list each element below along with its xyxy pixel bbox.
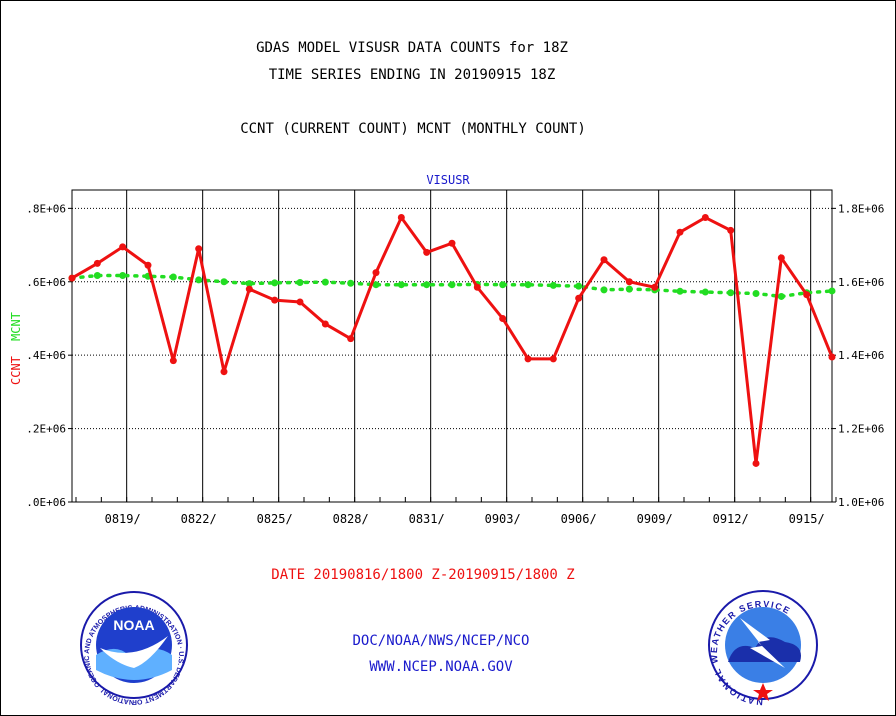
data-point-mcnt [119,272,127,280]
data-point-mcnt [701,288,709,296]
data-point-ccnt [600,256,608,264]
chart-subtitle: CCNT (CURRENT COUNT) MCNT (MONTHLY COUNT… [240,121,586,137]
y-tick-label-right: 1.2E+06 [838,423,884,436]
date-range: DATE 20190816/1800 Z-20190915/1800 Z [271,567,574,583]
data-point-ccnt [499,314,507,322]
data-point-mcnt [448,281,456,289]
data-point-mcnt [727,289,735,297]
y-tick-label-left: .4E+06 [26,349,66,362]
data-point-ccnt [144,261,152,269]
data-point-mcnt [575,282,583,290]
data-point-ccnt [575,294,583,302]
data-point-ccnt [220,368,228,376]
data-point-ccnt [828,353,836,361]
data-point-mcnt [220,278,228,286]
x-tick-label: 0822/ [181,512,217,526]
org-line: DOC/NOAA/NWS/NCEP/NCO [352,633,529,649]
series-line-ccnt [70,214,834,464]
y-tick-label-right: 1.6E+06 [838,276,884,289]
data-point-ccnt [727,226,735,234]
data-point-mcnt [372,281,380,289]
y-tick-label-left: .6E+06 [26,276,66,289]
data-point-mcnt [600,286,608,294]
data-point-ccnt [549,355,557,363]
data-point-ccnt [676,228,684,236]
data-point-ccnt [803,291,811,299]
data-point-mcnt [321,278,329,286]
data-point-ccnt [245,285,253,293]
data-point-ccnt [169,357,177,365]
data-point-ccnt [296,298,304,306]
series-ccnt [68,214,836,467]
y-axis-label-mcnt: MCNT [9,312,23,341]
data-point-ccnt [701,214,709,222]
chart-title-line1: GDAS MODEL VISUSR DATA COUNTS for 18Z [256,40,568,56]
data-point-ccnt [195,245,203,253]
data-point-mcnt [397,281,405,289]
plot-title: VISUSR [426,173,470,187]
data-point-mcnt [524,281,532,289]
chart-title-line2: TIME SERIES ENDING IN 20190915 18Z [269,67,556,83]
plot-border [71,189,833,503]
data-point-mcnt [296,278,304,286]
x-tick-label: 0831/ [409,512,445,526]
data-point-ccnt [347,335,355,343]
y-tick-label-left: .8E+06 [26,202,66,215]
data-point-ccnt [625,278,633,286]
data-point-mcnt [169,273,177,281]
x-tick-label: 0825/ [257,512,293,526]
data-point-ccnt [93,259,101,267]
y-tick-label-left: .2E+06 [26,423,66,436]
x-tick-label: 0903/ [485,512,521,526]
data-point-ccnt [448,239,456,247]
data-point-mcnt [245,280,253,288]
y-tick-label-left: .0E+06 [26,496,66,509]
url-link[interactable]: WWW.NCEP.NOAA.GOV [369,659,513,675]
data-point-ccnt [777,254,785,262]
data-point-mcnt [828,287,836,295]
data-point-ccnt [119,243,127,251]
data-point-mcnt [423,281,431,289]
data-point-mcnt [93,272,101,280]
x-tick-label: 0828/ [333,512,369,526]
data-point-ccnt [423,248,431,256]
x-tick-label: 0915/ [789,512,825,526]
x-tick-label: 0819/ [105,512,141,526]
data-point-mcnt [625,285,633,293]
y-tick-label-right: 1.0E+06 [838,496,884,509]
data-point-ccnt [397,214,405,222]
noaa-logo-text: NOAA [113,617,154,633]
data-point-ccnt [651,283,659,291]
series-mcnt [68,272,836,300]
y-axis-label-ccnt: CCNT [9,356,23,385]
data-point-mcnt [549,281,557,289]
data-point-ccnt [473,283,481,291]
data-point-ccnt [321,320,329,328]
axis-ticks: .0E+06 1.0E+06 .2E+06 1.2E+06 .4E+06 1.4E+06.… [26,202,884,526]
data-point-ccnt [524,355,532,363]
x-tick-label: 0909/ [637,512,673,526]
data-point-ccnt [271,296,279,304]
y-tick-label-right: 1.4E+06 [838,349,884,362]
nws-logo: NATIONAL WEATHER SERVICE [708,590,818,707]
grid-lines [72,190,832,502]
data-point-mcnt [195,276,203,284]
data-point-mcnt [347,279,355,287]
data-point-ccnt [752,459,760,467]
data-point-ccnt [372,269,380,277]
data-point-mcnt [777,292,785,300]
data-point-mcnt [676,287,684,295]
data-point-mcnt [752,290,760,298]
data-point-ccnt [68,274,76,282]
data-point-mcnt [499,281,507,289]
y-tick-label-right: 1.8E+06 [838,202,884,215]
x-tick-label: 0906/ [561,512,597,526]
x-tick-label: 0912/ [713,512,749,526]
data-point-mcnt [271,279,279,287]
